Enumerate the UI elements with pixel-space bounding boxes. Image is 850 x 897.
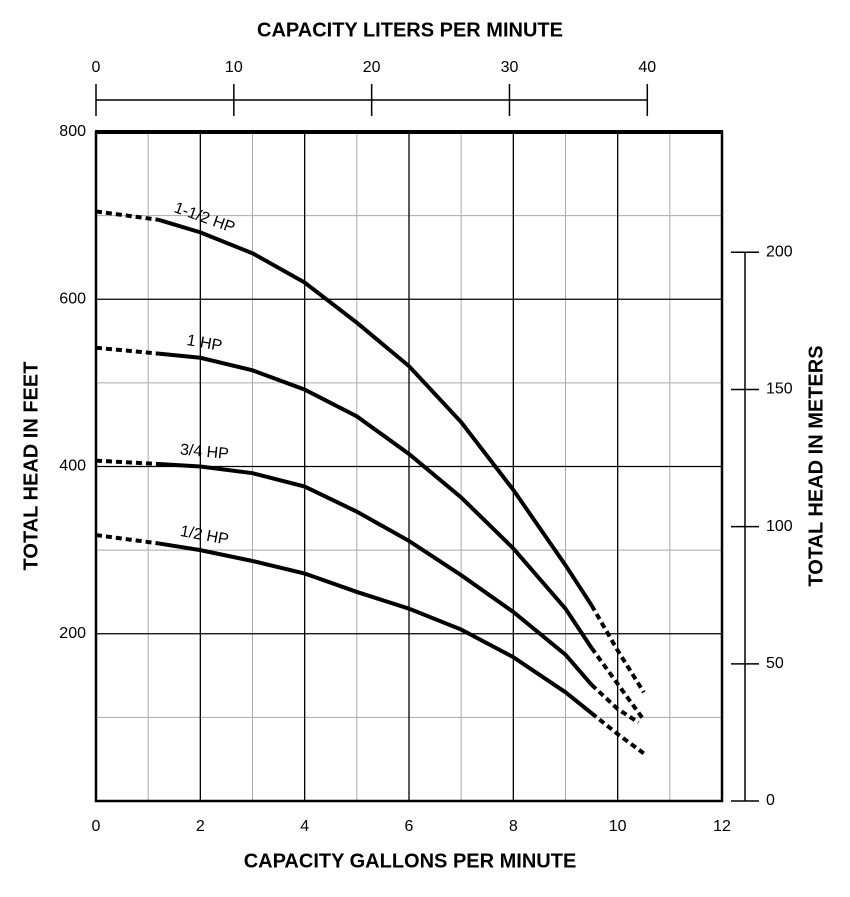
x-tick-label: 0 bbox=[92, 818, 101, 835]
curve-solid bbox=[158, 541, 593, 715]
y2-axis-title: TOTAL HEAD IN METERS bbox=[805, 345, 827, 586]
curve-dashed bbox=[589, 604, 646, 694]
curve-dashed bbox=[589, 646, 646, 722]
curve-label: 3/4 HP bbox=[179, 441, 229, 463]
x-tick-label: 10 bbox=[609, 818, 627, 835]
x2-tick-label: 30 bbox=[501, 59, 519, 76]
y-tick-label: 400 bbox=[59, 458, 86, 475]
curve-dashed bbox=[95, 209, 159, 222]
curve-dashed bbox=[95, 345, 159, 356]
x-tick-label: 6 bbox=[405, 818, 414, 835]
x2-tick-label: 10 bbox=[225, 59, 243, 76]
y2-tick-label: 150 bbox=[766, 381, 793, 398]
curve-solid bbox=[158, 461, 594, 687]
x2-tick-label: 40 bbox=[638, 59, 656, 76]
curve-label: 1 HP bbox=[185, 332, 223, 355]
curve-dashed bbox=[590, 711, 645, 755]
curve-dashed bbox=[590, 683, 640, 725]
x-tick-label: 2 bbox=[196, 818, 205, 835]
curve-dashed bbox=[95, 533, 159, 546]
y2-tick-label: 200 bbox=[766, 243, 793, 260]
y2-tick-label: 0 bbox=[766, 792, 775, 809]
y2-tick-label: 50 bbox=[766, 655, 784, 672]
curve-solid bbox=[158, 351, 594, 650]
x-tick-label: 12 bbox=[713, 818, 731, 835]
y-tick-label: 200 bbox=[59, 625, 86, 642]
y-tick-label: 800 bbox=[59, 123, 86, 140]
curve-solid bbox=[158, 217, 594, 607]
x-axis-title: CAPACITY GALLONS PER MINUTE bbox=[244, 850, 577, 872]
curve-dashed bbox=[95, 458, 159, 466]
y-tick-label: 600 bbox=[59, 290, 86, 307]
y-axis-title: TOTAL HEAD IN FEET bbox=[20, 362, 42, 571]
x2-tick-label: 0 bbox=[92, 59, 101, 76]
curve-label: 1/2 HP bbox=[179, 523, 230, 549]
x2-axis-title: CAPACITY LITERS PER MINUTE bbox=[257, 19, 563, 41]
x2-tick-label: 20 bbox=[363, 59, 381, 76]
x-tick-label: 4 bbox=[300, 818, 309, 835]
curve-label: 1-1/2 HP bbox=[172, 199, 237, 236]
x-tick-label: 8 bbox=[509, 818, 518, 835]
y2-tick-label: 100 bbox=[766, 518, 793, 535]
